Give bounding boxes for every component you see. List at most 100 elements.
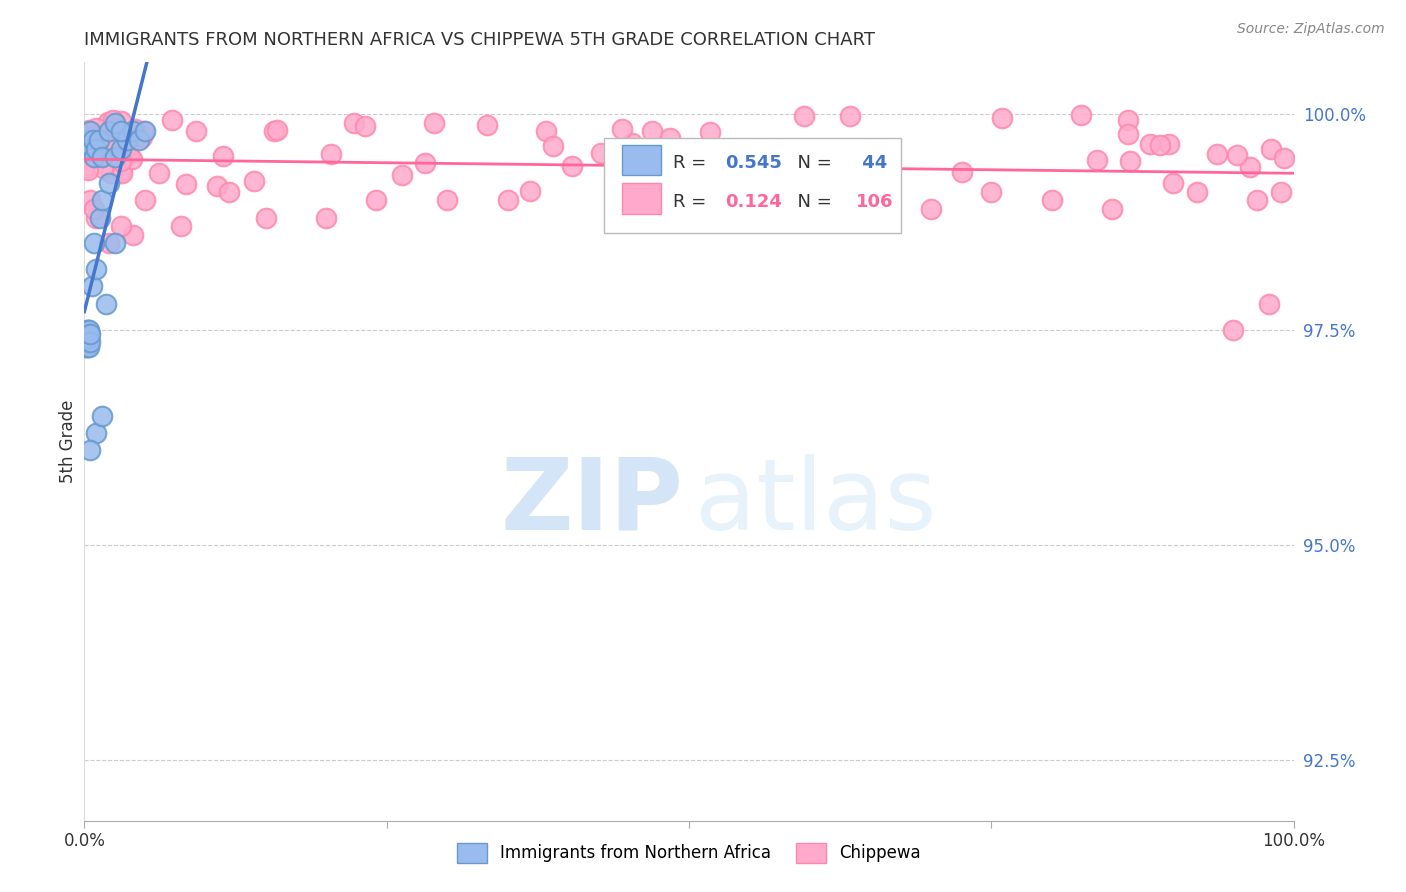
Point [254, 211, 277, 225]
Point [97, 115, 120, 129]
Point [97, 124, 120, 138]
Point [174, 178, 197, 192]
Point [75, 340, 97, 354]
Point [1070, 108, 1092, 122]
Point [1239, 160, 1261, 174]
Point [1139, 137, 1161, 152]
Point [96, 136, 118, 151]
Point [79, 443, 101, 458]
Point [86, 211, 108, 225]
Point [91, 148, 114, 162]
Point [243, 174, 266, 188]
Point [343, 116, 366, 130]
Point [536, 123, 558, 137]
Point [610, 121, 633, 136]
Point [1222, 322, 1244, 336]
Point [761, 150, 783, 164]
Point [117, 139, 139, 153]
Point [77, 326, 100, 341]
Point [205, 179, 228, 194]
Point [134, 194, 156, 208]
Point [678, 185, 700, 199]
Point [170, 219, 193, 234]
Point [110, 124, 132, 138]
Point [702, 153, 724, 167]
Point [1159, 137, 1181, 152]
Point [77, 331, 100, 345]
Text: R =: R = [673, 193, 713, 211]
Text: 44: 44 [856, 154, 887, 172]
Point [1270, 185, 1292, 199]
Point [110, 142, 132, 156]
Point [79, 322, 101, 336]
Point [97, 176, 120, 190]
Point [263, 124, 285, 138]
Point [162, 113, 184, 128]
Point [354, 119, 377, 133]
Point [86, 425, 108, 440]
Point [793, 109, 815, 123]
Point [79, 194, 101, 208]
Point [75, 331, 97, 345]
Point [543, 138, 565, 153]
Y-axis label: 5th Grade: 5th Grade [59, 400, 77, 483]
Point [1101, 202, 1123, 216]
Text: N =: N = [786, 154, 837, 172]
Point [131, 129, 153, 144]
Point [77, 133, 100, 147]
FancyBboxPatch shape [623, 145, 661, 176]
Point [76, 322, 98, 336]
Point [134, 124, 156, 138]
Point [1185, 185, 1208, 199]
Point [121, 227, 143, 242]
Point [561, 159, 583, 173]
Point [86, 143, 108, 157]
Point [91, 409, 114, 423]
Point [496, 194, 519, 208]
Point [121, 153, 143, 167]
Point [319, 146, 342, 161]
Point [101, 112, 124, 127]
Point [817, 153, 839, 168]
Point [1149, 137, 1171, 152]
Point [104, 116, 127, 130]
Point [110, 153, 132, 168]
Point [86, 137, 108, 152]
Point [754, 153, 776, 167]
Point [105, 121, 128, 136]
Point [991, 111, 1014, 125]
Point [76, 335, 98, 350]
Point [110, 114, 132, 128]
Point [148, 166, 170, 180]
FancyBboxPatch shape [623, 184, 661, 214]
Point [87, 133, 110, 147]
Point [77, 123, 100, 137]
Point [212, 149, 235, 163]
Point [79, 335, 101, 350]
Point [83, 129, 105, 144]
Point [86, 262, 108, 277]
Legend: Immigrants from Northern Africa, Chippewa: Immigrants from Northern Africa, Chippew… [450, 837, 928, 869]
Point [105, 142, 128, 156]
Point [111, 165, 134, 179]
Point [76, 322, 98, 336]
Point [91, 194, 114, 208]
Point [1040, 194, 1063, 208]
Point [1119, 154, 1142, 169]
Point [1226, 148, 1249, 162]
Point [436, 194, 458, 208]
Point [1085, 153, 1108, 167]
Point [91, 161, 114, 175]
Point [950, 165, 973, 179]
Point [475, 118, 498, 132]
Text: R =: R = [673, 154, 713, 172]
Point [87, 134, 110, 148]
Point [1272, 151, 1295, 165]
Point [1161, 176, 1184, 190]
Point [1258, 296, 1281, 310]
Point [77, 162, 100, 177]
Point [97, 236, 120, 251]
Point [80, 142, 103, 156]
Point [132, 124, 155, 138]
Text: ZIP: ZIP [501, 454, 683, 550]
